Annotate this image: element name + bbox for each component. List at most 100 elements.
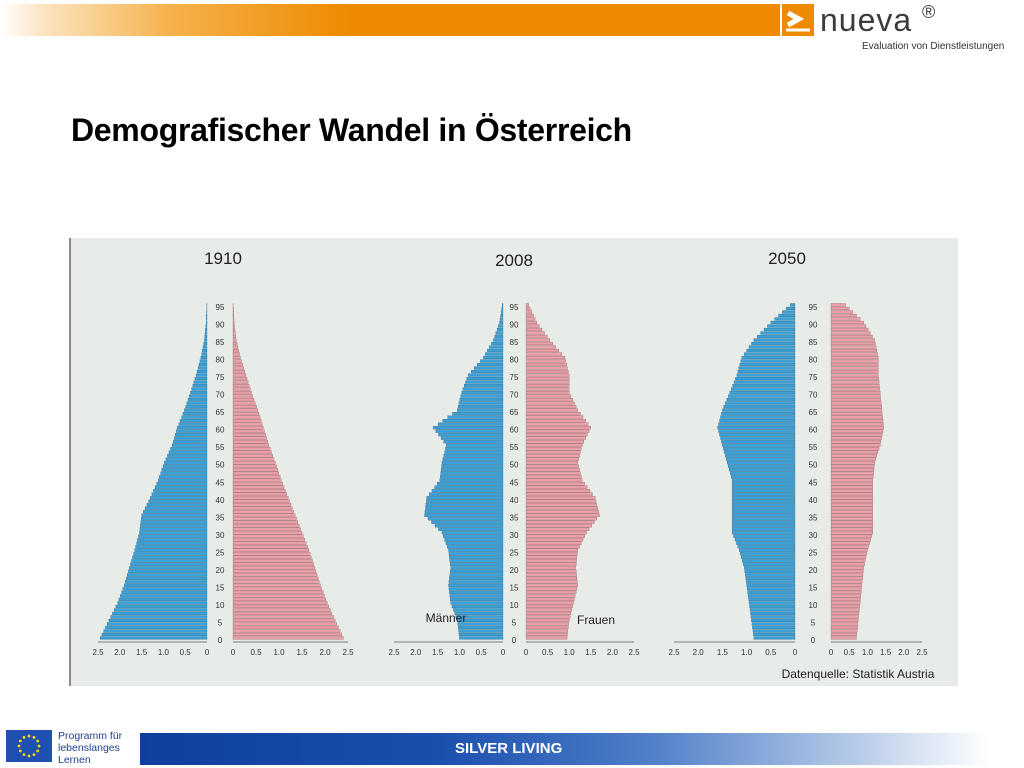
pyramid-bar-right (830, 636, 857, 640)
pyramid-bar-right (830, 569, 864, 573)
pyramid-bar-left (203, 341, 208, 346)
pyramid-bar-left (192, 383, 208, 388)
pyramid-bar-left (443, 440, 504, 444)
pyramid-bar-right (525, 499, 597, 503)
pyramid-bar-right (830, 303, 846, 307)
pyramid-bar-right (525, 531, 587, 535)
pyramid-bar-left (148, 499, 208, 503)
pyramid-bar-right (525, 618, 570, 622)
pyramid-bar-right (830, 583, 863, 587)
pyramid-bar-right (232, 545, 308, 549)
pyramid-bar-left (746, 583, 796, 587)
pyramid-bar-left (434, 524, 504, 528)
pyramid-bar-left (723, 405, 796, 409)
pyramid-bar-left (122, 587, 208, 591)
pyramid-bar-right (232, 391, 252, 395)
pyramid-bar-right (232, 355, 241, 360)
pyramid-bar-right (830, 366, 879, 370)
x-tick-label: 1.5 (296, 648, 308, 657)
pyramid-bar-left (731, 527, 796, 531)
pyramid-bar-right (232, 531, 303, 535)
pyramid-bar-right (525, 348, 559, 353)
pyramid-bar-right (232, 415, 261, 419)
pyramid-bar-left (170, 447, 208, 451)
pyramid-bar-right (830, 415, 883, 419)
pyramid-bar-left (753, 632, 796, 637)
pyramid-bar-left (168, 450, 208, 454)
pyramid-bar-right (830, 327, 869, 332)
pyramid-bar-right (232, 331, 236, 335)
pyramid-bar-left (440, 436, 504, 440)
pyramid-bar-right (232, 376, 248, 381)
pyramid-bar-left (201, 352, 208, 356)
pyramid-bar-left (731, 520, 796, 524)
pyramid-bar-right (232, 408, 258, 412)
x-tick-label: 2.0 (410, 648, 422, 657)
pyramid-bar-left (459, 636, 504, 640)
pyramid-bar-left (720, 436, 796, 440)
pyramid-bar-left (187, 398, 208, 402)
pyramid-bar-right (830, 485, 873, 489)
pyramid-bar-left (737, 545, 796, 549)
pyramid-bar-left (480, 359, 504, 363)
pyramid-bar-right (232, 562, 314, 566)
eu-star-icon (22, 735, 26, 739)
pyramid-bar-right (232, 433, 266, 437)
pyramid-bar-right (525, 422, 589, 426)
pyramid-bar-right (232, 594, 325, 598)
pyramid-bar-left (112, 611, 208, 615)
pyramid-bar-right (232, 482, 283, 486)
pyramid-bar-left (441, 531, 504, 535)
pyramid-bar-right (232, 461, 276, 465)
x-tick-label: 0.5 (180, 648, 192, 657)
pyramid-bar-left (731, 485, 796, 489)
pyramid-bar-left (731, 492, 796, 496)
age-tick-label: 70 (510, 391, 519, 400)
pyramid-bar-left (746, 587, 796, 591)
pyramid-bar-right (525, 412, 581, 416)
x-tick-label: 2.0 (607, 648, 619, 657)
age-tick-label: 65 (809, 408, 818, 417)
pyramid-bar-left (450, 562, 504, 566)
pyramid-bar-right (525, 359, 566, 363)
pyramid-bar-left (101, 632, 208, 637)
pyramid-bar-left (718, 429, 796, 433)
pyramid-bar-left (747, 590, 796, 594)
pyramid-bar-right (525, 622, 569, 626)
pyramid-bar-left (752, 625, 796, 630)
x-tick-label: 0.5 (765, 648, 777, 657)
x-tick-label: 0 (501, 648, 506, 657)
pyramid-bar-right (525, 313, 534, 318)
age-tick-label: 70 (216, 391, 225, 400)
pyramid-bar-right (525, 482, 585, 486)
pyramid-bar-left (729, 391, 796, 395)
pyramid-bar-right (830, 352, 878, 356)
pyramid-bar-left (462, 387, 504, 391)
pyramid-bar-left (454, 611, 504, 615)
pyramid-bar-right (525, 303, 529, 307)
pyramid-bar-right (232, 534, 304, 538)
pyramid-bar-left (151, 492, 208, 496)
pyramid-bar-left (731, 499, 796, 503)
pyramid-bar-right (232, 436, 267, 440)
pyramid-bar-left (745, 576, 796, 580)
pyramid-bar-left (449, 559, 504, 563)
pyramid-bar-right (525, 587, 578, 591)
eu-star-icon (32, 735, 36, 739)
pyramid-bar-left (498, 324, 504, 328)
pyramid-bar-left (441, 464, 504, 468)
nueva-logo-mark-icon (782, 4, 814, 36)
pyramid-bar-right (232, 524, 300, 528)
pyramid-bar-right (525, 471, 581, 475)
pyramid-bar-right (232, 373, 247, 377)
pyramid-bar-right (525, 636, 568, 640)
pyramid-bar-left (743, 562, 796, 566)
pyramid-bar-left (154, 485, 208, 489)
pyramid-bar-left (153, 489, 208, 493)
pyramid-bar-right (525, 492, 593, 496)
series-label-left: Männer (426, 611, 467, 625)
pyramid-bar-right (830, 562, 865, 566)
pyramid-bar-right (525, 387, 570, 391)
age-tick-label: 0 (811, 636, 816, 645)
age-tick-label: 60 (216, 426, 225, 435)
